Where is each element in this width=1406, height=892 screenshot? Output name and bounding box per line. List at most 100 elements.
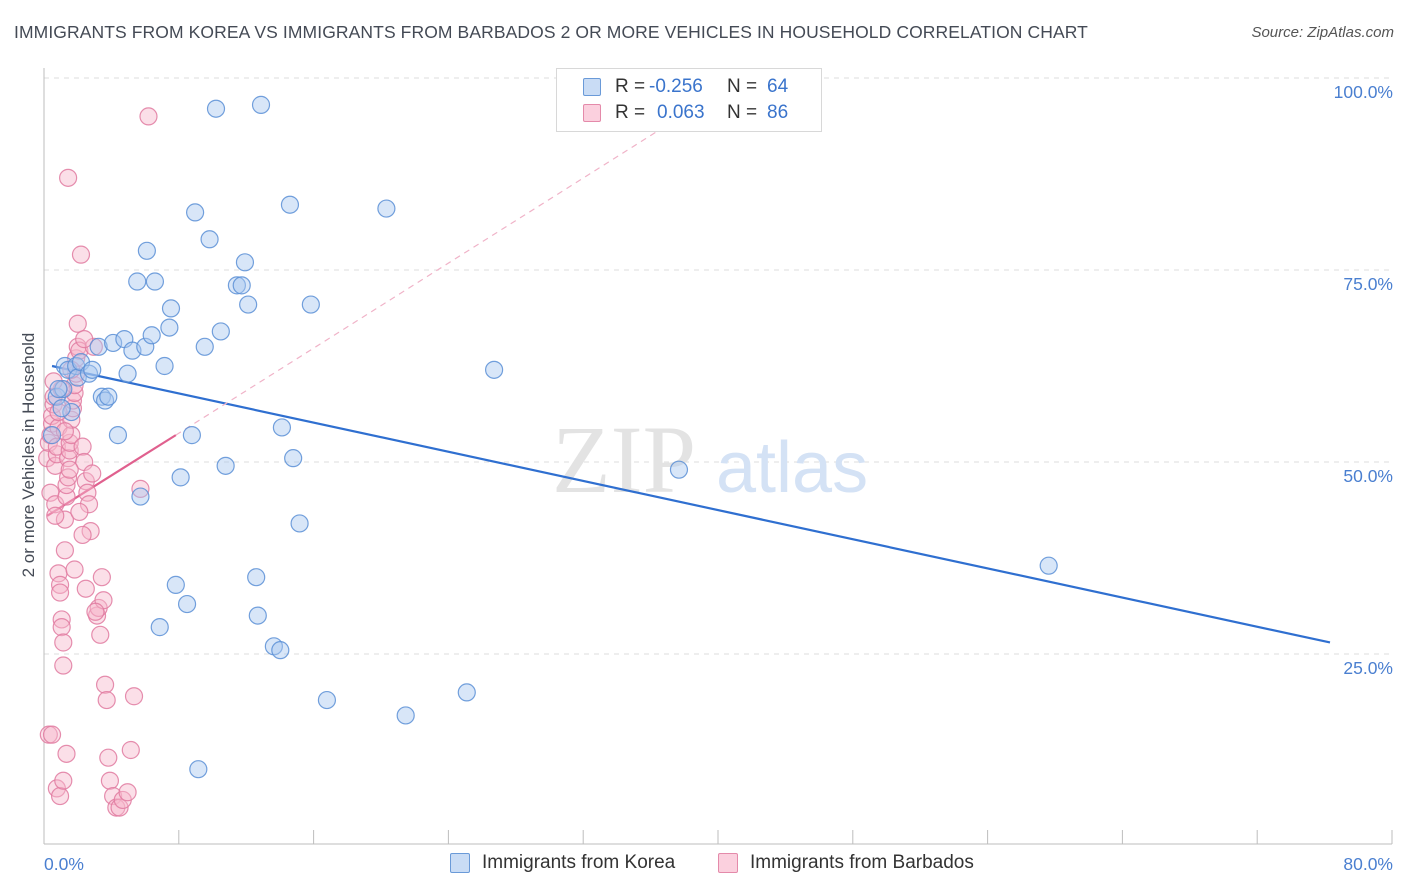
barbados-point — [52, 618, 71, 637]
korea-point — [128, 272, 147, 291]
x-tick-label: 80.0% — [1343, 854, 1393, 874]
barbados-point — [97, 690, 116, 710]
korea-point — [284, 449, 303, 468]
legend-korea-swatch — [450, 853, 470, 873]
barbados-point — [60, 460, 79, 479]
barbados-point — [52, 610, 71, 629]
korea-point — [189, 760, 208, 779]
korea-swatch — [583, 78, 601, 96]
korea-point — [232, 276, 251, 295]
korea-point — [160, 318, 179, 337]
korea-point — [54, 379, 73, 399]
korea-point — [211, 322, 230, 341]
barbados-point — [68, 314, 87, 333]
korea-point — [272, 418, 292, 437]
axes — [43, 68, 1393, 845]
barbados-n-value: 86 — [767, 102, 789, 123]
korea-point — [104, 333, 123, 353]
korea-point — [166, 575, 185, 594]
barbados-n-label: N = — [727, 102, 758, 123]
korea-point — [108, 426, 128, 445]
korea-point — [251, 95, 271, 114]
korea-point — [195, 337, 214, 356]
korea-point — [186, 203, 205, 222]
barbados-point — [42, 725, 62, 744]
barbados-point — [92, 568, 111, 587]
korea-point — [150, 618, 169, 637]
korea-point — [177, 594, 197, 614]
korea-n-value: 64 — [767, 76, 789, 97]
barbados-point — [59, 168, 78, 187]
watermark: ZIP atlas — [552, 406, 868, 513]
korea-point — [137, 241, 156, 260]
korea-point — [182, 426, 201, 445]
y-tick-label: 50.0% — [1343, 466, 1393, 486]
legend-item-barbados[interactable]: Immigrants from Barbados — [718, 852, 974, 874]
x-tick-labels: 0.0% 80.0% — [44, 854, 1393, 874]
trend-line-1 — [46, 434, 177, 517]
korea-point — [377, 199, 396, 218]
barbados-point — [104, 786, 123, 806]
barbados-point — [73, 525, 92, 545]
barbados-point — [70, 502, 89, 522]
legend-korea-label: Immigrants from Korea — [482, 852, 676, 873]
korea-point — [206, 99, 226, 118]
korea-point — [271, 641, 290, 660]
barbados-point — [73, 437, 92, 456]
korea-point — [216, 456, 235, 475]
korea-point — [155, 356, 174, 376]
barbados-point — [124, 687, 144, 706]
korea-point — [52, 399, 71, 418]
korea-point — [239, 295, 258, 314]
chart-title: IMMIGRANTS FROM KOREA VS IMMIGRANTS FROM… — [14, 22, 1088, 42]
korea-point — [485, 360, 504, 379]
korea-point — [42, 426, 62, 445]
legend-row-barbados: R = 0.063 N = 86 — [583, 101, 788, 125]
korea-point — [161, 299, 181, 318]
korea-point — [99, 387, 118, 406]
barbados-point — [50, 575, 70, 594]
korea-point — [131, 487, 150, 506]
barbados-point — [79, 495, 99, 514]
barbados-point — [54, 771, 73, 790]
trend-line-0 — [51, 364, 1331, 644]
series-legend: Immigrants from Korea Immigrants from Ba… — [0, 852, 1406, 878]
barbados-point — [84, 337, 103, 356]
barbados-point — [55, 510, 74, 529]
korea-point — [669, 460, 689, 479]
legend-item-korea[interactable]: Immigrants from Korea — [450, 852, 675, 874]
korea-r-value: -0.256 — [649, 76, 703, 97]
korea-point — [118, 364, 137, 383]
barbados-r-value: 0.063 — [657, 102, 705, 123]
barbados-point — [75, 330, 94, 349]
korea-point — [200, 230, 219, 249]
x-tick-label: 0.0% — [44, 854, 84, 874]
trend-extension-1 — [175, 112, 688, 436]
barbados-point — [76, 579, 95, 598]
korea-point — [247, 568, 266, 587]
barbados-point — [131, 479, 150, 498]
legend-barbados-label: Immigrants from Barbados — [750, 852, 974, 873]
barbados-point — [95, 675, 115, 694]
korea-point — [396, 706, 415, 725]
barbados-point — [54, 656, 73, 675]
barbados-point — [70, 341, 89, 360]
barbados-point — [50, 583, 70, 602]
korea-point — [83, 360, 102, 379]
barbados-point — [139, 107, 158, 126]
barbados-point — [50, 786, 70, 806]
barbados-point — [86, 602, 105, 621]
korea-point — [1039, 556, 1058, 575]
source-note: Source: ZipAtlas.com — [1251, 24, 1394, 41]
korea-point — [290, 514, 309, 533]
barbados-point — [57, 475, 76, 495]
barbados-point — [121, 740, 140, 760]
korea-point — [171, 468, 190, 487]
korea-point — [68, 368, 87, 387]
y-tick-label: 75.0% — [1343, 274, 1393, 294]
korea-point — [136, 337, 155, 356]
watermark-atlas: atlas — [716, 428, 868, 508]
y-tick-label: 25.0% — [1343, 658, 1393, 678]
korea-point — [227, 276, 246, 295]
